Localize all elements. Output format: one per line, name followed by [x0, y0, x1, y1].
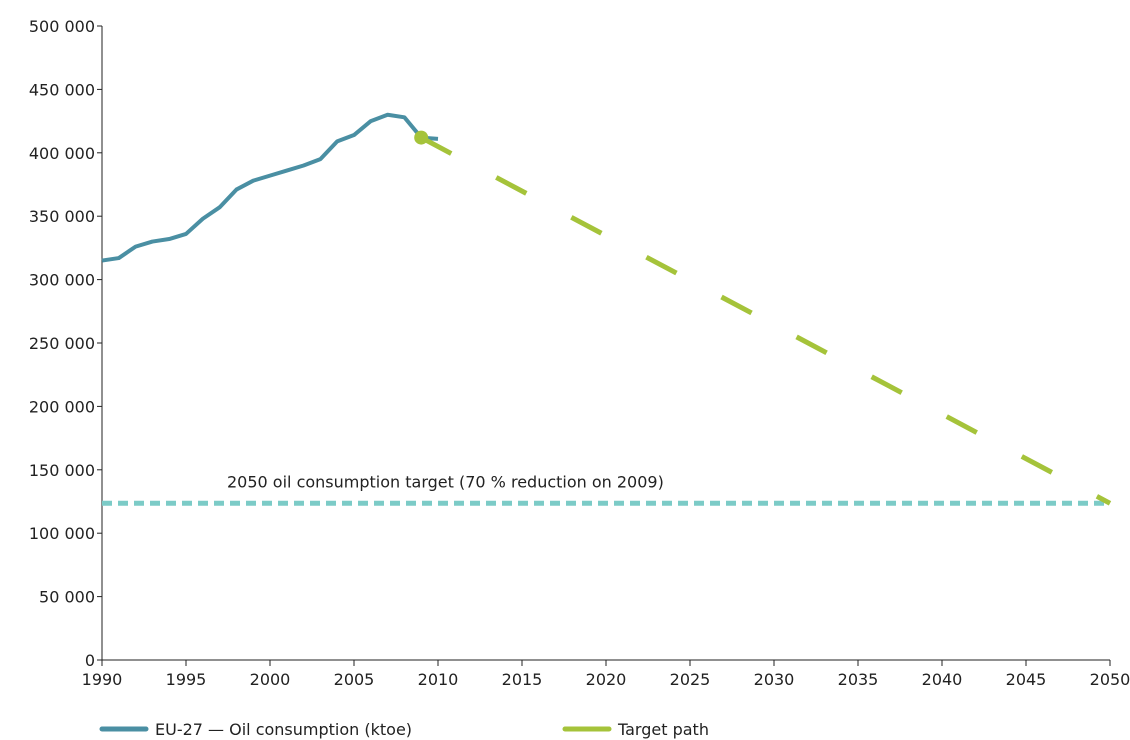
- y-tick-label: 50 000: [39, 588, 95, 607]
- reference-line-group: 2050 oil consumption target (70 % reduct…: [102, 472, 1110, 506]
- x-tick-label: 2025: [670, 670, 711, 689]
- y-tick-label: 300 000: [29, 271, 95, 290]
- y-tick-label: 350 000: [29, 207, 95, 226]
- y-tick-label: 0: [85, 651, 95, 670]
- y-tick-label: 500 000: [29, 17, 95, 36]
- chart-axes: 0 50 000 100 000 150 000 200 000 250 000 300 0…: [29, 17, 1130, 689]
- y-tick-label: 450 000: [29, 80, 95, 99]
- x-tick-label: 2005: [334, 670, 375, 689]
- x-tick-label: 2050: [1090, 670, 1130, 689]
- x-tick-label: 2020: [586, 670, 627, 689]
- x-tick-label: 2010: [418, 670, 459, 689]
- y-tick-label: 150 000: [29, 461, 95, 480]
- legend-label-oil-consumption: EU-27 — Oil consumption (ktoe): [155, 720, 412, 739]
- x-tick-label: 2035: [838, 670, 879, 689]
- x-tick-label: 2045: [1006, 670, 1047, 689]
- target-annotation: 2050 oil consumption target (70 % reduct…: [227, 472, 664, 491]
- x-tick-label: 2000: [250, 670, 291, 689]
- x-tick-label: 1995: [166, 670, 207, 689]
- x-tick-label: 2040: [922, 670, 963, 689]
- x-tick-label: 1990: [82, 670, 123, 689]
- series-group: [101, 112, 1112, 506]
- target-path-line: [420, 135, 1112, 506]
- y-tick-label: 200 000: [29, 397, 95, 416]
- target-start-marker: [414, 130, 429, 145]
- y-tick-label: 250 000: [29, 334, 95, 353]
- y-tick-label: 100 000: [29, 524, 95, 543]
- x-tick-label: 2030: [754, 670, 795, 689]
- legend-label-target-path: Target path: [617, 720, 709, 739]
- oil-consumption-line: [101, 112, 439, 263]
- y-tick-label: 400 000: [29, 144, 95, 163]
- legend: EU-27 — Oil consumption (ktoe) Target pat…: [99, 720, 709, 739]
- x-tick-label: 2015: [502, 670, 543, 689]
